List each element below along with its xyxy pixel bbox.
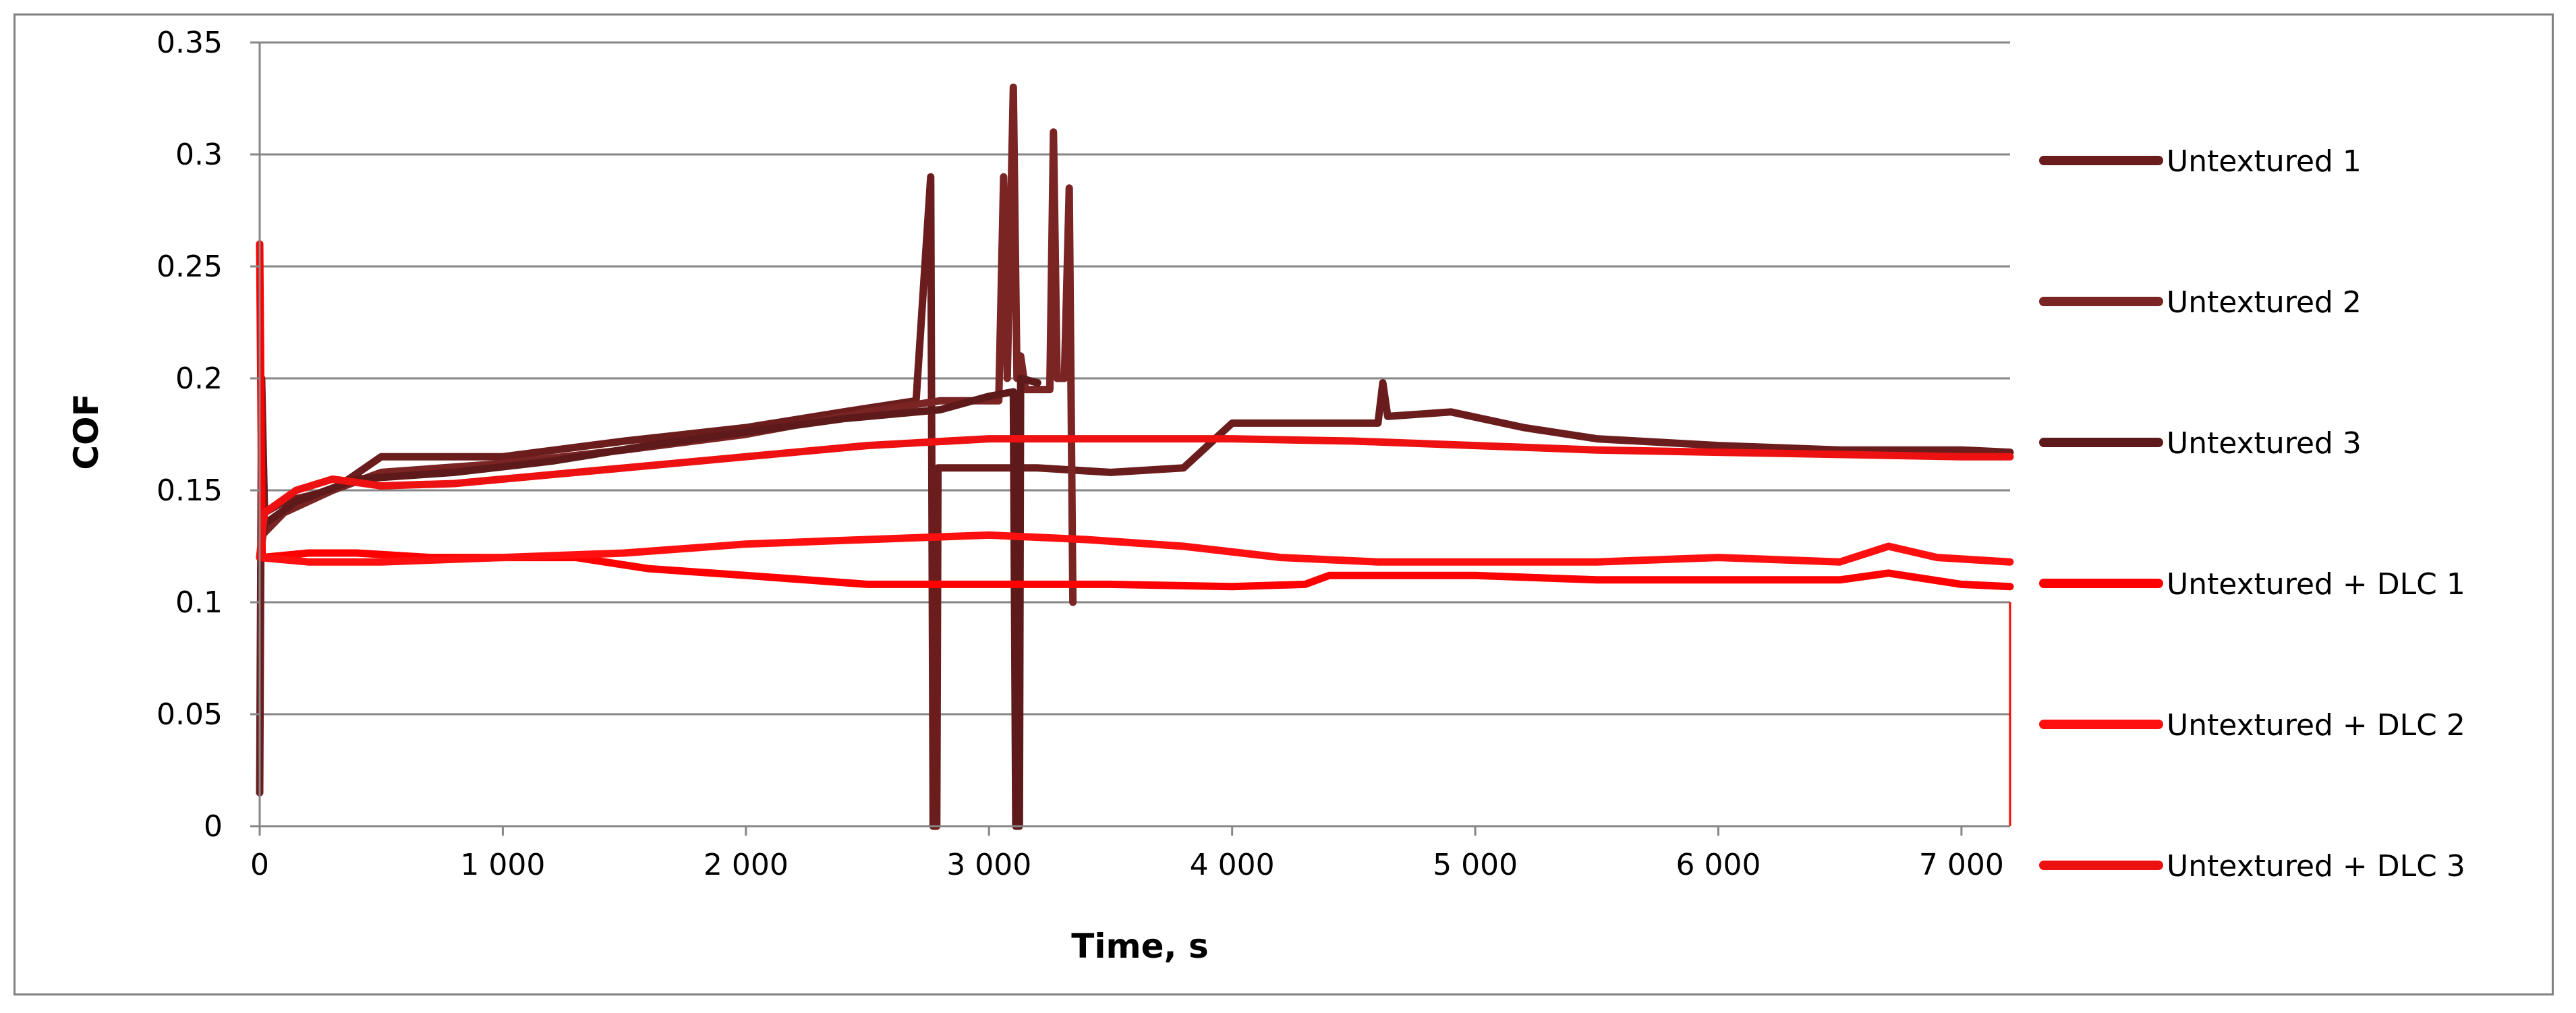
x-tick-label: 3 000 [946, 848, 1031, 882]
y-tick-label: 0.15 [156, 473, 223, 508]
axes [250, 41, 2010, 836]
y-tick-label: 0 [204, 809, 223, 844]
legend-label: Untextured 1 [2167, 144, 2362, 179]
y-tick-label: 0.2 [175, 361, 223, 396]
x-tick-label: 4 000 [1190, 848, 1275, 882]
legend-label: Untextured + DLC 2 [2167, 708, 2465, 743]
y-axis-title: COF [67, 393, 106, 469]
series-lines [256, 83, 2014, 830]
legend-label: Untextured + DLC 3 [2167, 849, 2465, 884]
legend-label: Untextured 2 [2167, 285, 2362, 320]
series-line [256, 83, 1077, 606]
y-tick-label: 0.3 [175, 138, 223, 172]
legend-label: Untextured + DLC 1 [2167, 567, 2465, 602]
x-tick-label: 2 000 [704, 848, 789, 882]
chart-frame [13, 13, 2554, 995]
y-tick-label: 0.25 [156, 250, 223, 284]
series-line [256, 531, 2014, 566]
series-line [256, 173, 2014, 830]
x-tick-labels: 0 1 000 2 000 3 000 4 000 5 000 6 000 7 000 [250, 848, 2004, 882]
x-tick-label: 6 000 [1676, 848, 1761, 882]
x-tick-label: 1 000 [460, 848, 545, 882]
series-line [256, 435, 2014, 562]
x-tick-label: 0 [250, 848, 269, 882]
gridlines [260, 41, 2010, 716]
series-line [256, 240, 2014, 591]
y-tick-labels: 0 0.05 0.1 0.15 0.2 0.25 0.3 0.35 [156, 26, 223, 844]
x-tick-label: 7 000 [1919, 848, 2004, 882]
legend-label: Untextured 3 [2167, 426, 2362, 461]
x-axis-title: Time, s [1071, 927, 1208, 966]
y-tick-label: 0.35 [156, 26, 223, 60]
y-tick-label: 0.05 [156, 697, 223, 732]
y-tick-label: 0.1 [175, 585, 223, 620]
legend: Untextured 1 Untextured 2 Untextured 3 Unte… [2039, 144, 2465, 884]
x-tick-label: 5 000 [1433, 848, 1518, 882]
